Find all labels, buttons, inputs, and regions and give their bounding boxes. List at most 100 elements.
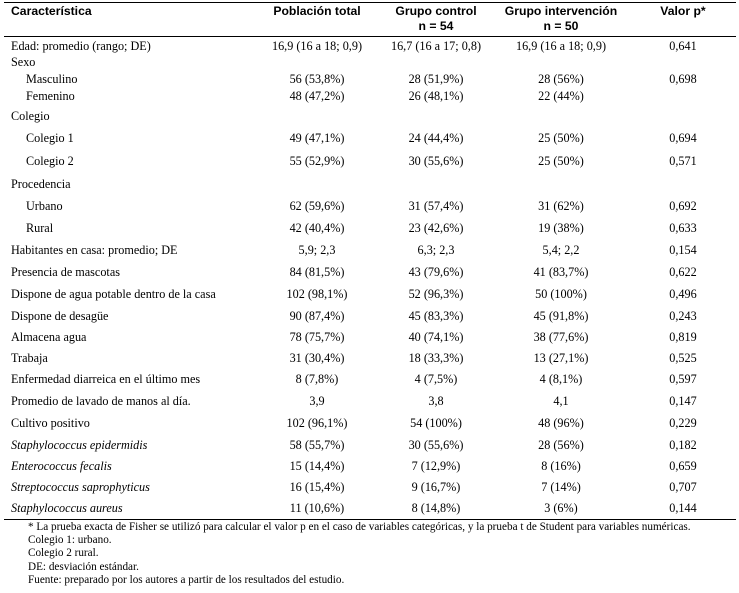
table-row: Colegio 1 49 (47,1%) 24 (44,4%) 25 (50%)…	[0, 131, 739, 146]
row-label: Masculino	[26, 72, 78, 86]
cell-pvalue: 0,147	[669, 394, 697, 408]
cell-control: 8 (14,8%)	[411, 501, 461, 515]
note-de: DE: desviación estándar.	[28, 560, 139, 573]
cell-total: 48 (47,2%)	[289, 89, 345, 103]
cell-control: 6,3; 2,3	[417, 243, 455, 257]
cell-pvalue: 0,707	[669, 480, 697, 494]
table-row: Habitantes en casa: promedio; DE 5,9; 2,…	[0, 243, 739, 258]
cell-control: 54 (100%)	[410, 416, 462, 430]
table-row: Presencia de mascotas 84 (81,5%) 43 (79,…	[0, 265, 739, 280]
table-row: Enterococcus fecalis 15 (14,4%) 7 (12,9%…	[0, 459, 739, 474]
row-label: Femenino	[26, 89, 75, 103]
note-source: Fuente: preparado por los autores a part…	[28, 573, 345, 586]
cell-control: 52 (96,3%)	[408, 287, 464, 301]
cell-control: 3,8	[428, 394, 444, 408]
header-characteristic: Característica	[11, 4, 92, 18]
cell-total: 102 (98,1%)	[286, 287, 348, 301]
table-row: Colegio	[0, 109, 739, 124]
table-row: Enfermedad diarreica en el último mes 8 …	[0, 372, 739, 387]
cell-control: 40 (74,1%)	[408, 330, 464, 344]
row-label: Enterococcus fecalis	[11, 459, 112, 473]
cell-pvalue: 0,694	[669, 131, 697, 145]
table-row: Cultivo positivo 102 (96,1%) 54 (100%) 4…	[0, 416, 739, 431]
cell-control: 7 (12,9%)	[411, 459, 461, 473]
note-colegio-1: Colegio 1: urbano.	[28, 534, 112, 547]
table-row: Edad: promedio (rango; DE) 16,9 (16 a 18…	[0, 39, 739, 54]
cell-intervention: 19 (38%)	[538, 221, 584, 235]
cell-total: 16,9 (16 a 18; 0,9)	[271, 39, 363, 53]
cell-total: 3,9	[309, 394, 325, 408]
cell-total: 90 (87,4%)	[289, 309, 345, 323]
table-notes: * La prueba exacta de Fisher se utilizó …	[28, 521, 738, 587]
row-label: Almacena agua	[11, 330, 87, 344]
cell-intervention: 4 (8,1%)	[539, 372, 583, 386]
cell-total: 15 (14,4%)	[289, 459, 345, 473]
row-label: Procedencia	[11, 177, 71, 191]
cell-pvalue: 0,819	[669, 330, 697, 344]
table-row: Staphylococcus aureus 11 (10,6%) 8 (14,8…	[0, 501, 739, 516]
cell-total: 56 (53,8%)	[289, 72, 345, 86]
cell-control: 30 (55,6%)	[408, 154, 464, 168]
header-intervention-n: n = 50	[543, 19, 579, 33]
cell-total: 16 (15,4%)	[289, 480, 345, 494]
cell-intervention: 3 (6%)	[544, 501, 578, 515]
cell-intervention: 28 (56%)	[538, 72, 584, 86]
cell-intervention: 48 (96%)	[538, 416, 584, 430]
row-label: Promedio de lavado de manos al día.	[11, 394, 191, 408]
cell-intervention: 7 (14%)	[541, 480, 581, 494]
cell-pvalue: 0,525	[669, 351, 697, 365]
header-control: Grupo control n = 54	[378, 4, 494, 38]
cell-control: 43 (79,6%)	[408, 265, 464, 279]
cell-total: 55 (52,9%)	[289, 154, 345, 168]
cell-control: 18 (33,3%)	[408, 351, 464, 365]
table-row: Procedencia	[0, 177, 739, 192]
cell-control: 16,7 (16 a 17; 0,8)	[390, 39, 482, 53]
cell-intervention: 50 (100%)	[535, 287, 587, 301]
cell-pvalue: 0,692	[669, 199, 697, 213]
cell-pvalue: 0,698	[669, 72, 697, 86]
table-row: Promedio de lavado de manos al día. 3,9 …	[0, 394, 739, 409]
header-rule	[4, 36, 736, 37]
note-colegio-2: Colegio 2 rural.	[28, 547, 99, 560]
cell-intervention: 25 (50%)	[538, 154, 584, 168]
table-row: Staphylococcus epidermidis 58 (55,7%) 30…	[0, 438, 739, 453]
cell-intervention: 16,9 (16 a 18; 0,9)	[515, 39, 607, 53]
table-row: Rural 42 (40,4%) 23 (42,6%) 19 (38%) 0,6…	[0, 221, 739, 236]
cell-intervention: 41 (83,7%)	[533, 265, 589, 279]
row-label: Colegio 1	[26, 131, 74, 145]
table-row: Masculino 56 (53,8%) 28 (51,9%) 28 (56%)…	[0, 72, 739, 87]
cell-control: 24 (44,4%)	[408, 131, 464, 145]
cell-total: 31 (30,4%)	[289, 351, 345, 365]
table-row: Dispone de agua potable dentro de la cas…	[0, 287, 739, 302]
cell-intervention: 45 (91,8%)	[533, 309, 589, 323]
row-label: Rural	[26, 221, 54, 235]
row-label: Cultivo positivo	[11, 416, 90, 430]
cell-pvalue: 0,641	[669, 39, 697, 53]
cell-control: 23 (42,6%)	[408, 221, 464, 235]
cell-total: 102 (96,1%)	[286, 416, 348, 430]
header-intervention: Grupo intervención n = 50	[500, 4, 622, 38]
header-control-title: Grupo control	[395, 4, 477, 18]
cell-pvalue: 0,633	[669, 221, 697, 235]
cell-intervention: 38 (77,6%)	[533, 330, 589, 344]
cell-total: 49 (47,1%)	[289, 131, 345, 145]
cell-intervention: 4,1	[553, 394, 569, 408]
cell-control: 26 (48,1%)	[408, 89, 464, 103]
cell-pvalue: 0,182	[669, 438, 697, 452]
cell-total: 62 (59,6%)	[289, 199, 345, 213]
header-total: Población total	[273, 4, 361, 18]
cell-total: 78 (75,7%)	[289, 330, 345, 344]
cell-pvalue: 0,243	[669, 309, 697, 323]
cell-pvalue: 0,571	[669, 154, 697, 168]
row-label: Dispone de desagüe	[11, 309, 109, 323]
row-label: Colegio 2	[26, 154, 74, 168]
table-row: Almacena agua 78 (75,7%) 40 (74,1%) 38 (…	[0, 330, 739, 345]
header-pvalue: Valor p*	[660, 4, 706, 18]
row-label: Urbano	[26, 199, 63, 213]
cell-pvalue: 0,659	[669, 459, 697, 473]
note-fisher: * La prueba exacta de Fisher se utilizó …	[28, 521, 691, 533]
row-label: Enfermedad diarreica en el último mes	[11, 372, 201, 386]
cell-total: 11 (10,6%)	[289, 501, 345, 515]
row-label: Trabaja	[11, 351, 48, 365]
table-row: Trabaja 31 (30,4%) 18 (33,3%) 13 (27,1%)…	[0, 351, 739, 366]
